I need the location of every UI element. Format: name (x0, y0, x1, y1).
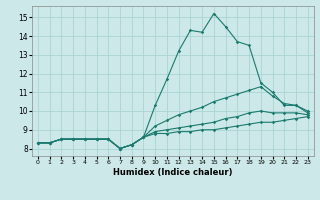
X-axis label: Humidex (Indice chaleur): Humidex (Indice chaleur) (113, 168, 233, 177)
